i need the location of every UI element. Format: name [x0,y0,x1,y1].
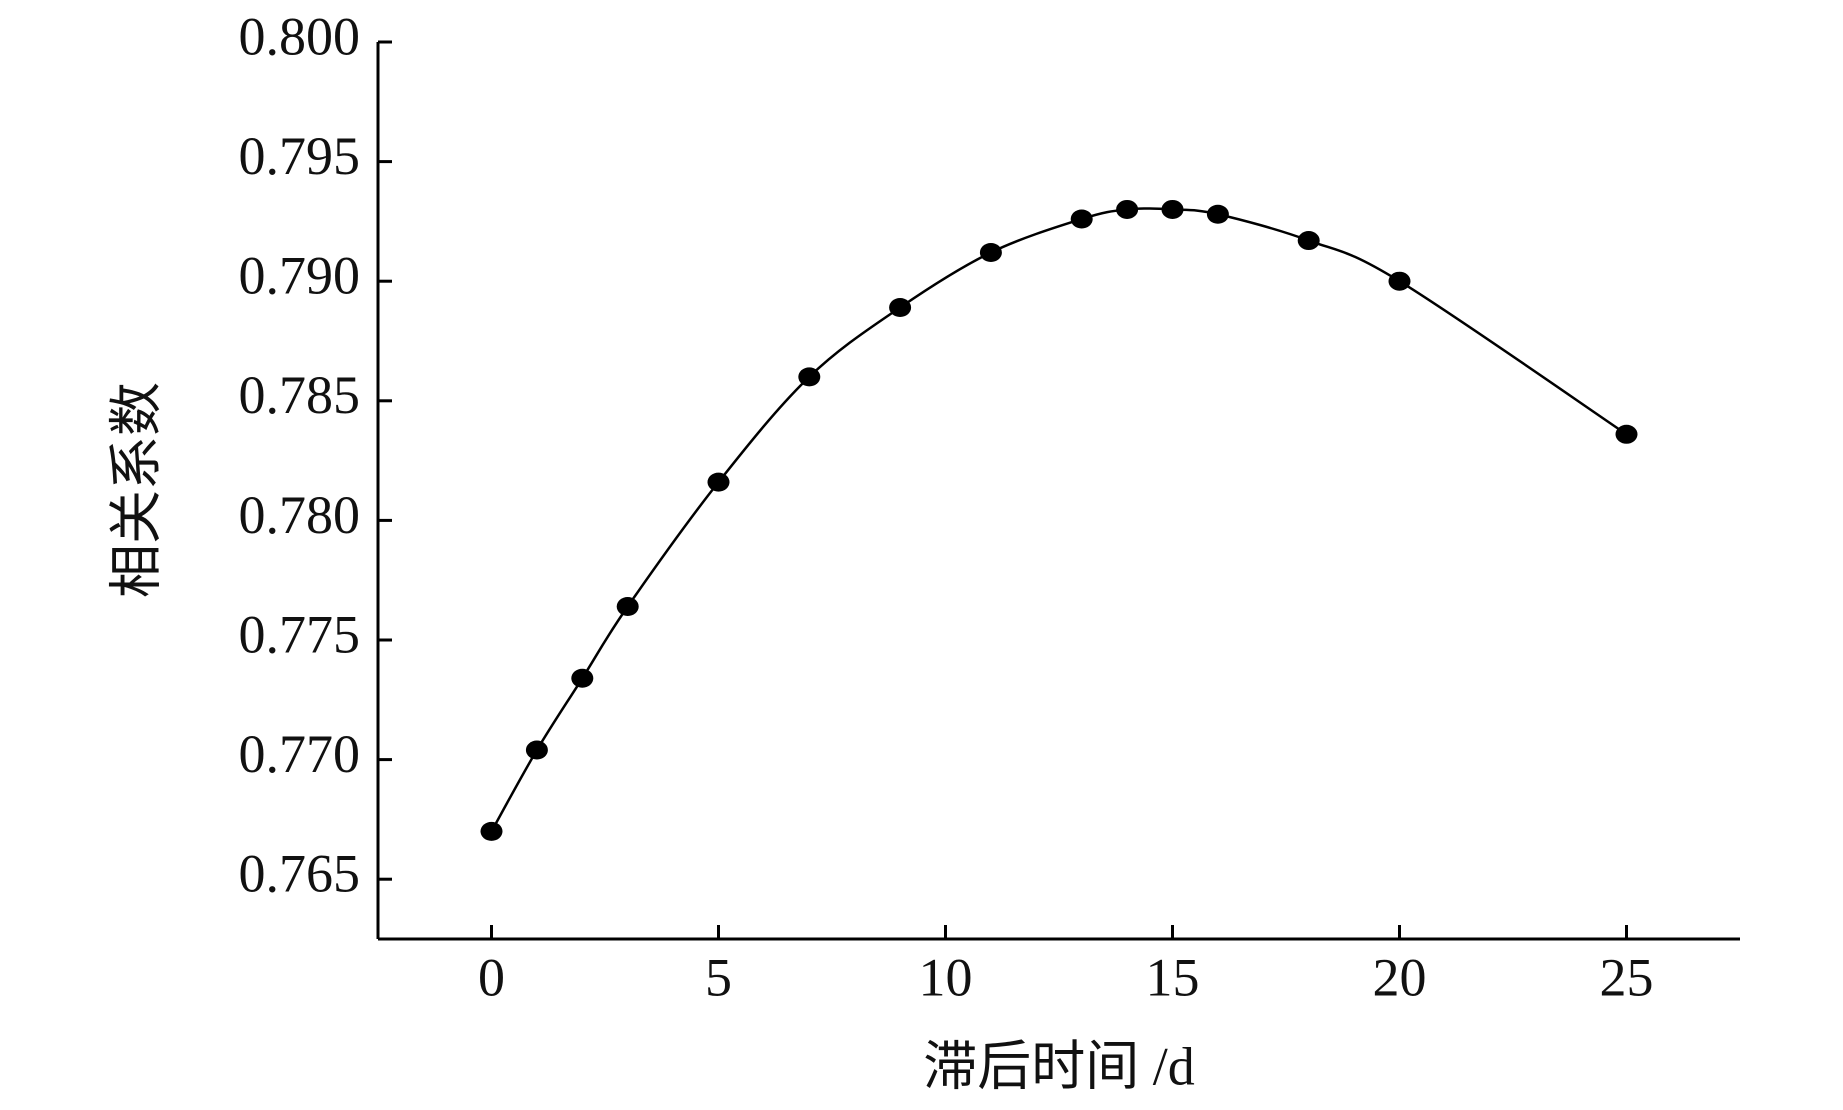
line [490,207,1628,832]
marker [1615,424,1638,444]
x-axis-label: 滞后时间 /d [923,1036,1195,1096]
y-tick-label: 0.780 [239,485,361,545]
y-tick-label: 0.790 [239,246,361,306]
marker [1206,204,1229,224]
x-tick-label: 5 [705,947,732,1007]
marker [798,367,821,387]
y-tick-label: 0.800 [239,6,361,66]
marker [1388,271,1411,291]
marker [979,242,1002,262]
marker [1070,209,1093,229]
y-axis-label: 相关系数 [106,382,166,598]
x-tick-label: 15 [1146,947,1200,1007]
marker [525,740,548,760]
marker [889,298,912,318]
marker [1116,199,1139,219]
marker [1161,199,1184,219]
x-tick-label: 10 [919,947,973,1007]
marker [707,472,730,492]
y-tick-label: 0.770 [239,724,361,784]
y-tick-label: 0.775 [239,604,361,664]
y-tick-label: 0.795 [239,126,361,186]
x-tick-label: 0 [478,947,505,1007]
marker [480,821,503,841]
y-tick-label: 0.765 [239,844,361,904]
marker [1297,231,1320,251]
y-tick-label: 0.785 [239,365,361,425]
x-tick-label: 25 [1600,947,1654,1007]
marker [616,597,639,617]
marker [571,668,594,688]
x-tick-label: 20 [1373,947,1427,1007]
